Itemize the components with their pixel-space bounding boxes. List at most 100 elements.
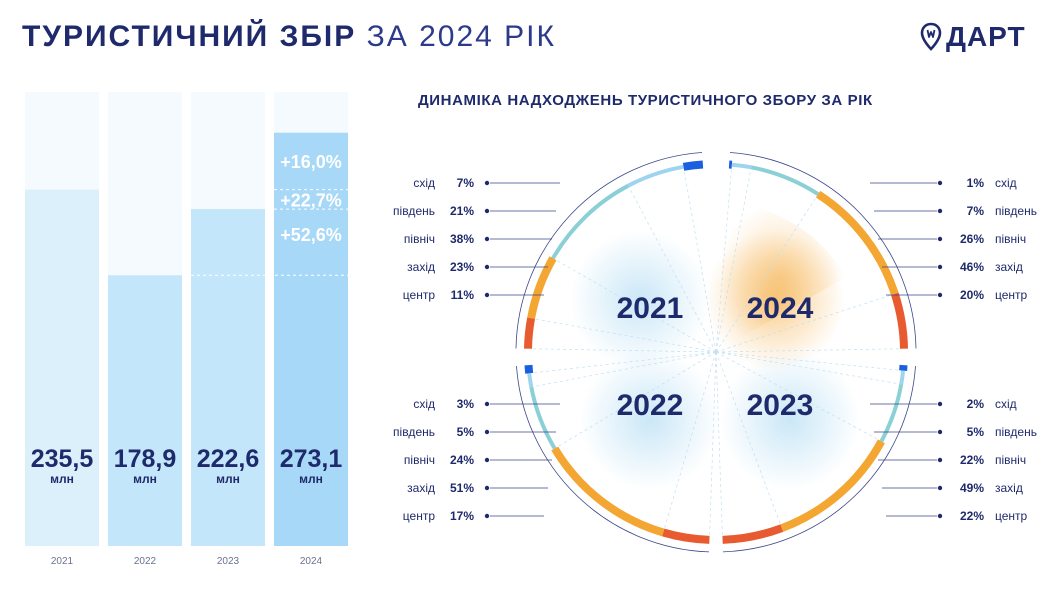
- segment-divider-line: [683, 169, 717, 353]
- legend-dot: [484, 513, 490, 519]
- legend-percent-label: 11%: [451, 288, 475, 302]
- legend-percent-label: 5%: [967, 425, 985, 439]
- segment-2021-південь: [627, 164, 684, 188]
- quadrant-glow: [570, 230, 710, 370]
- segment-2021-захід: [527, 256, 557, 319]
- segment-2021-північ: [551, 183, 630, 260]
- bar-unit-label: млн: [299, 472, 323, 486]
- page-title: ТУРИСТИЧНИЙ ЗБІР ЗА 2024 РІК: [22, 20, 556, 54]
- segment-divider-line: [709, 351, 717, 537]
- bar-2024: [274, 132, 348, 546]
- legend-percent-label: 38%: [450, 232, 474, 246]
- legend-percent-label: 7%: [967, 204, 985, 218]
- page-title-bold: ТУРИСТИЧНИЙ ЗБІР: [22, 20, 357, 53]
- segment-2023-північ: [879, 383, 904, 443]
- legend-dot: [484, 292, 490, 298]
- segment-2023-захід: [780, 439, 885, 532]
- legend-region-label: південь: [393, 204, 435, 218]
- segment-divider-line: [531, 348, 717, 353]
- legend-dot: [937, 236, 943, 242]
- segment-divider-line: [532, 351, 717, 374]
- segment-2023-південь: [899, 370, 906, 385]
- legend-dot: [484, 264, 490, 270]
- legend-percent-label: 22%: [960, 509, 984, 523]
- segment-divider-line: [715, 294, 893, 353]
- bar-unit-label: млн: [133, 472, 157, 486]
- bar-category-label: 2024: [300, 556, 323, 567]
- legend-dot: [937, 513, 943, 519]
- bar-2021: [25, 189, 99, 547]
- legend-region-label: схід: [995, 397, 1017, 411]
- segment-divider-line: [715, 170, 752, 353]
- legend-dot: [484, 180, 490, 186]
- bar-category-label: 2022: [134, 556, 157, 567]
- legend-dot: [484, 208, 490, 214]
- legend-dot: [937, 429, 943, 435]
- legend-region-label: захід: [995, 481, 1023, 495]
- legend-region-label: північ: [404, 453, 435, 467]
- legend-percent-label: 17%: [450, 509, 474, 523]
- bar-chart: 235,5млн2021178,9млн2022222,6млн2023273,…: [25, 92, 348, 567]
- legend-percent-label: 3%: [457, 397, 475, 411]
- quadrant-outline: [722, 365, 916, 553]
- segment-divider-line: [715, 351, 899, 385]
- segment-divider-line: [555, 259, 717, 353]
- bar-unit-label: млн: [50, 472, 74, 486]
- segment-divider-line: [715, 351, 879, 441]
- quadrant-2024-wedge: [716, 202, 846, 352]
- legend-region-label: захід: [407, 260, 435, 274]
- page-title-light: ЗА 2024 РІК: [366, 20, 556, 53]
- legend-region-label: південь: [995, 425, 1037, 439]
- legend-percent-label: 20%: [960, 288, 984, 302]
- segment-divider-line: [715, 348, 901, 353]
- legend-percent-label: 51%: [450, 481, 474, 495]
- bar-category-label: 2021: [51, 556, 74, 567]
- segment-divider-line: [629, 188, 717, 353]
- legend-region-label: захід: [995, 260, 1023, 274]
- legend-region-label: південь: [995, 204, 1037, 218]
- chart-subtitle: ДИНАМІКА НАДХОДЖЕНЬ ТУРИСТИЧНОГО ЗБОРУ З…: [418, 92, 873, 109]
- legend-percent-label: 21%: [450, 204, 474, 218]
- bar-2023: [191, 209, 265, 546]
- legend-percent-label: 5%: [457, 425, 475, 439]
- location-pin-icon: [920, 22, 942, 51]
- segment-divider-line: [715, 196, 817, 353]
- legend-dot: [937, 485, 943, 491]
- quadrant-outline: [515, 152, 703, 349]
- legend-region-label: схід: [413, 176, 435, 190]
- legend-region-label: південь: [393, 425, 435, 439]
- segment-2024-північ: [750, 165, 820, 196]
- legend-dot: [484, 401, 490, 407]
- growth-annotation: +16,0%: [280, 152, 342, 172]
- bar-unit-label: млн: [216, 472, 240, 486]
- legend-percent-label: 49%: [960, 481, 984, 495]
- legend-region-label: північ: [404, 232, 435, 246]
- legend-percent-label: 24%: [450, 453, 474, 467]
- growth-annotation: +22,7%: [280, 190, 342, 210]
- quadrant-year-label: 2023: [747, 389, 814, 422]
- legend-dot: [484, 485, 490, 491]
- legend-dot: [937, 292, 943, 298]
- legend-dot: [484, 457, 490, 463]
- segment-2021-центр: [524, 317, 536, 349]
- segment-2024-центр: [890, 292, 908, 349]
- legend-dot: [937, 180, 943, 186]
- legend-region-label: центр: [403, 288, 436, 302]
- logo-text: ДАРТ: [946, 21, 1026, 52]
- segment-divider-line: [663, 351, 717, 530]
- legend-dot: [937, 264, 943, 270]
- growth-annotation: +52,6%: [280, 225, 342, 245]
- segment-divider-line: [533, 318, 717, 353]
- segment-divider-line: [715, 351, 901, 371]
- legend-percent-label: 26%: [960, 232, 984, 246]
- legend-region-label: північ: [995, 232, 1026, 246]
- segment-2024-південь: [731, 162, 752, 170]
- legend-dot: [937, 208, 943, 214]
- legend-region-label: схід: [995, 176, 1017, 190]
- bar-value-label: 273,1: [280, 445, 343, 473]
- legend-percent-label: 46%: [960, 260, 984, 274]
- segment-divider-line: [715, 351, 782, 526]
- segment-2022-захід: [551, 446, 665, 537]
- segment-divider-line: [715, 351, 723, 537]
